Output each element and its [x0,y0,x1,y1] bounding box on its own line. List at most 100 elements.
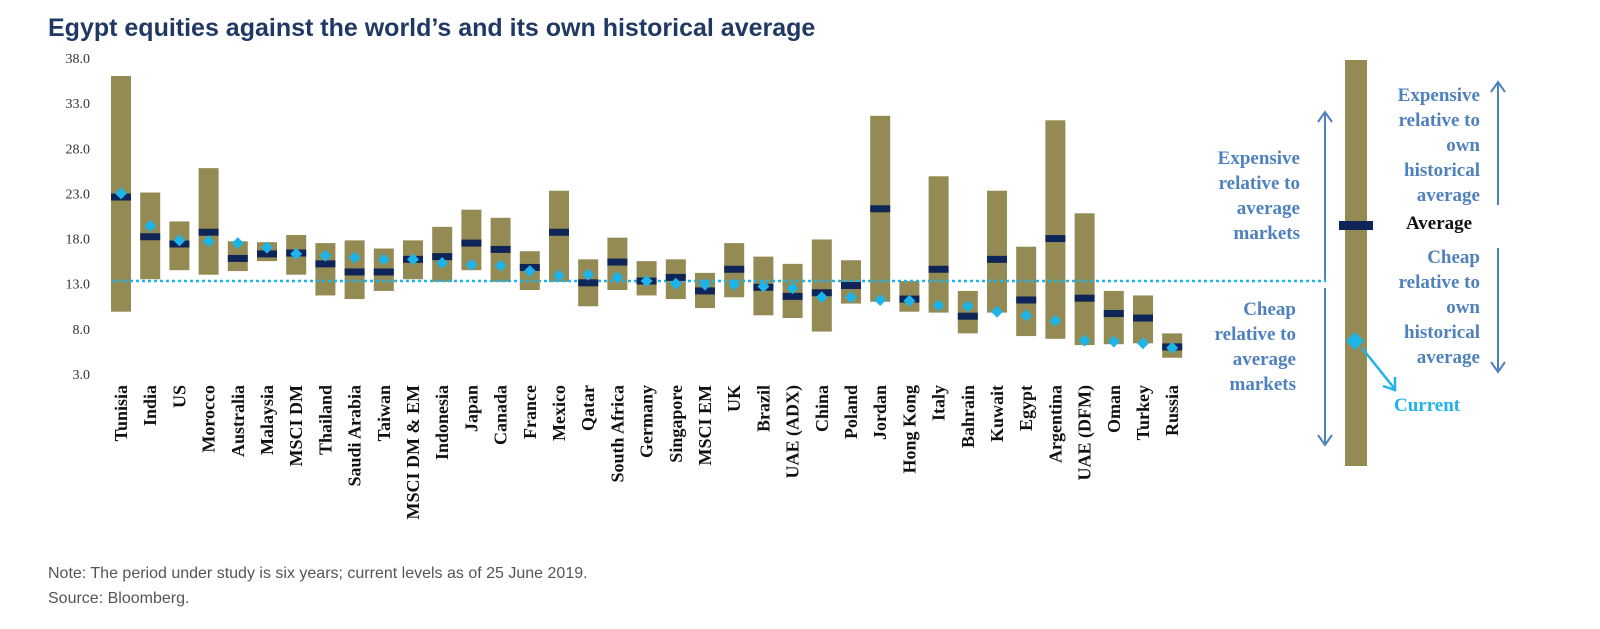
current-marker [874,293,887,306]
legend-text: historical [1404,322,1480,343]
x-tick-label: Taiwan [374,385,394,441]
legend-text: markets [1230,374,1296,395]
average-marker [1045,235,1066,243]
legend-text: Expensive [1398,85,1480,106]
markers [111,187,1183,354]
current-marker [1166,341,1179,354]
average-marker [344,268,365,276]
x-tick-label: Thailand [315,385,335,455]
arrow-up-markets [1317,110,1333,280]
legend-average-marker [1339,221,1373,230]
legend: Expensive relative to average markets Cheap r… [1215,60,1506,466]
x-tick-label: Hong Kong [899,385,919,474]
range-bar [198,168,219,275]
current-marker [377,253,390,266]
range-bar [928,176,949,313]
legend-range-bar [1345,60,1367,466]
x-tick-label: Russia [1162,385,1182,436]
average-marker [578,279,599,287]
current-marker [1020,309,1033,322]
current-marker [611,271,624,284]
arrow-up-own [1490,80,1506,205]
legend-text: average [1237,198,1300,219]
current-marker [582,268,595,281]
arrow-down-own [1490,248,1506,374]
current-marker [261,241,273,254]
average-marker [695,287,715,295]
average-marker [257,250,277,258]
x-tick-label: Malaysia [257,385,277,455]
source-text: Source: Bloomberg. [48,590,190,607]
x-tick-label: India [140,385,160,426]
legend-current-pointer [1361,347,1395,389]
x-tick-label: South Africa [607,385,627,483]
average-marker [607,258,628,266]
x-tick-label: Kuwait [987,385,1007,442]
x-tick-label: Bahrain [958,385,978,448]
x-tick-label: US [169,385,189,408]
average-marker [928,265,949,273]
average-marker [841,282,861,290]
average-marker [432,253,453,261]
average-marker [1016,296,1037,304]
x-tick-label: Qatar [578,385,598,431]
range-bar [811,239,832,332]
x-tick-label: Indonesia [432,385,452,460]
average-marker [198,228,219,236]
x-tick-label: UAE (DFM) [1075,385,1096,480]
current-marker [786,282,799,295]
current-marker [465,258,478,271]
average-marker [1074,294,1095,302]
current-marker [348,251,361,264]
range-bar [1074,213,1095,346]
legend-current-marker [1346,332,1364,350]
x-tick-label: Poland [841,385,861,439]
current-marker [640,275,653,288]
legend-text: average [1417,347,1480,368]
y-tick-label: 38.0 [66,52,91,67]
average-marker [549,228,569,236]
x-tick-label: Australia [228,385,248,457]
average-marker [1103,310,1124,318]
legend-current-label: Current [1394,395,1461,416]
legend-text: Cheap [1243,299,1296,320]
legend-text: own [1446,297,1480,318]
range-bar [1045,120,1066,339]
current-marker [932,299,945,312]
x-tick-label: MSCI EM [695,385,715,466]
x-tick-label: Jordan [870,385,890,440]
average-marker [373,268,394,276]
current-marker [173,234,186,247]
y-tick-label: 23.0 [66,187,91,202]
x-axis-labels: Tunisia India US Morocco Australia Malaysia MS… [111,385,1182,519]
x-tick-label: Oman [1104,385,1124,433]
legend-current-pointer-head [1382,377,1397,392]
legend-text: relative to [1215,324,1296,345]
average-marker [724,265,745,273]
x-tick-label: Germany [637,385,657,458]
current-marker [144,219,157,232]
x-tick-label: China [812,385,832,432]
legend-text: Cheap [1427,247,1480,268]
average-marker [315,260,336,268]
x-tick-label: UAE (ADX) [783,385,804,479]
x-tick-label: Morocco [199,385,219,453]
current-marker [319,249,332,262]
note-text: Note: The period under study is six year… [48,565,588,582]
legend-text: average [1417,185,1480,206]
x-tick-label: Japan [461,385,481,432]
y-tick-label: 8.0 [73,323,91,338]
average-marker [140,233,161,241]
current-marker [290,247,303,260]
current-marker [553,269,565,282]
current-marker [669,277,682,290]
legend-text: relative to [1399,110,1480,131]
legend-text: relative to [1219,173,1300,194]
current-marker [757,280,770,293]
current-marker [523,265,536,278]
y-tick-label: 18.0 [66,233,91,248]
current-marker [436,256,449,269]
current-marker [202,235,215,248]
x-tick-label: Mexico [549,385,569,441]
current-marker [991,305,1003,318]
